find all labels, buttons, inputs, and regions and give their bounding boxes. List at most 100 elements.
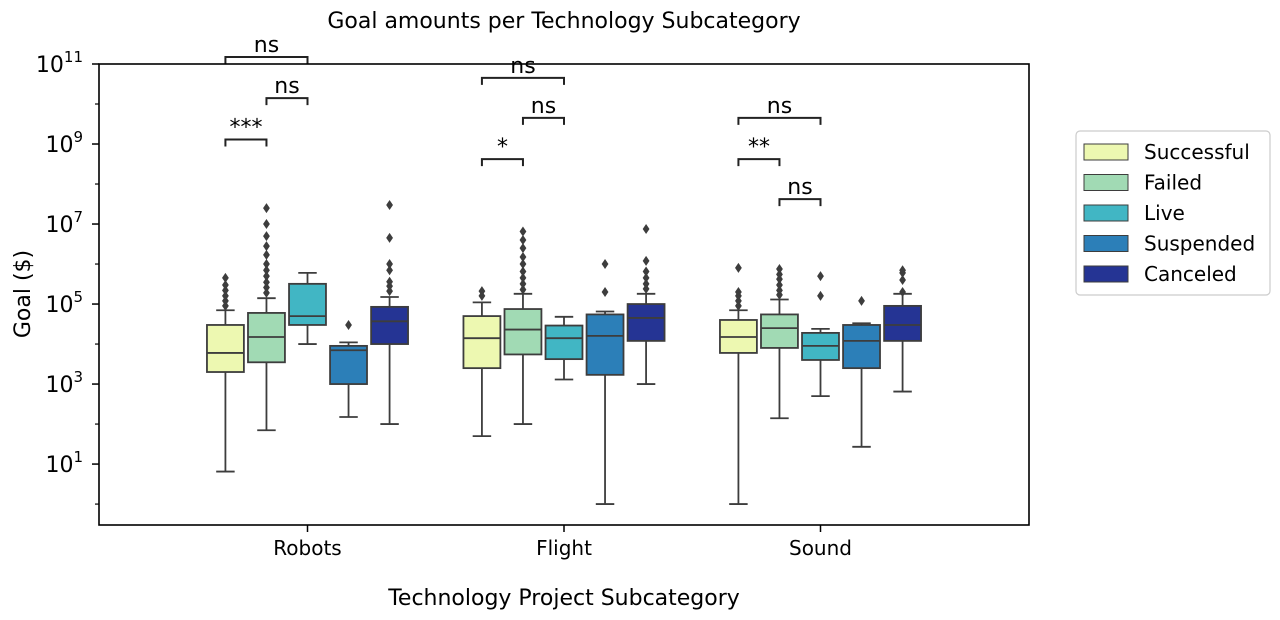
box-live-sound [801, 271, 840, 398]
legend-item-suspended: Suspended [1083, 232, 1255, 256]
legend: Successful Failed Live Suspended Canceled [1075, 130, 1271, 296]
legend-swatch [1083, 265, 1129, 283]
outlier-point [222, 285, 229, 296]
box-successful-robots [206, 272, 245, 473]
iqr-box [329, 344, 368, 385]
outlier-point [899, 265, 906, 276]
significance-bracket [480, 76, 565, 85]
significance-annotation: *** [224, 115, 268, 147]
significance-bracket [265, 97, 309, 106]
iqr-box [462, 315, 502, 370]
significance-label: ns [510, 54, 535, 79]
iqr-box [883, 304, 922, 342]
significance-bracket [778, 198, 822, 207]
outlier-point [222, 279, 229, 290]
outlier-point [858, 295, 865, 306]
legend-item-failed: Failed [1083, 171, 1202, 195]
significance-annotation: ns [480, 54, 565, 85]
significance-label: ns [787, 175, 812, 200]
outlier-point [222, 290, 229, 301]
outlier-point [735, 287, 742, 298]
box-live-flight [544, 315, 584, 381]
legend-item-live: Live [1083, 201, 1185, 225]
outlier-point [263, 259, 270, 270]
box-failed-robots [247, 203, 286, 432]
significance-bracket [224, 138, 268, 147]
y-tick-label: 103 [45, 368, 83, 398]
outlier-point [519, 284, 527, 295]
iqr-box [626, 303, 666, 342]
outlier-point [642, 255, 650, 266]
y-tick-label: 1011 [36, 48, 83, 78]
significance-bracket [737, 116, 822, 125]
outlier-point [263, 231, 270, 242]
outlier-point [263, 271, 270, 282]
outlier-point [776, 279, 783, 290]
iqr-box [206, 324, 245, 373]
legend-label: Live [1144, 201, 1185, 225]
outlier-point [263, 282, 270, 293]
significance-label: ns [531, 94, 556, 119]
iqr-box [760, 313, 799, 349]
significance-bracket [224, 55, 309, 64]
y-tick-label: 107 [45, 208, 83, 238]
legend-label: Successful [1144, 140, 1250, 164]
outlier-point [519, 234, 527, 245]
outlier-point [386, 276, 393, 287]
box-successful-flight [462, 286, 502, 438]
legend-box [1075, 130, 1271, 296]
outlier-point [519, 278, 527, 289]
legend-label: Canceled [1144, 262, 1237, 286]
iqr-box [288, 282, 327, 326]
significance-annotation: ns [778, 175, 822, 207]
y-axis: 101 103 105 107 109 1011 [36, 48, 99, 505]
box-canceled-robots [370, 199, 409, 425]
outlier-point [519, 266, 527, 277]
legend-swatch [1083, 235, 1129, 252]
legend-label: Suspended [1144, 232, 1255, 256]
y-axis-label: Goal ($) [11, 250, 36, 338]
outlier-point [776, 285, 783, 296]
outlier-point [519, 243, 527, 254]
box-suspended-flight [585, 259, 625, 505]
outlier-point [776, 269, 783, 280]
legend-swatch [1083, 174, 1129, 191]
significance-label: ** [748, 135, 770, 160]
outlier-point [263, 203, 270, 214]
significance-label: ns [767, 94, 792, 119]
outlier-point [817, 290, 824, 301]
x-tick-label: Sound [789, 536, 852, 560]
legend-swatch [1083, 204, 1129, 222]
outlier-point [735, 262, 742, 273]
iqr-box [544, 324, 584, 361]
outlier-point [263, 241, 270, 252]
box-canceled-flight [626, 224, 666, 385]
outlier-point [519, 259, 527, 270]
significance-bracket [480, 158, 524, 167]
box-suspended-robots [329, 319, 368, 418]
significance-bracket [737, 158, 781, 167]
outlier-point [263, 249, 270, 260]
chart-title: Goal amounts per Technology Subcategory [327, 9, 800, 34]
iqr-box [842, 324, 881, 370]
x-axis-label: Technology Project Subcategory [387, 586, 740, 611]
outlier-point [519, 272, 527, 283]
outlier-point [386, 199, 393, 210]
box-failed-flight [503, 226, 543, 425]
y-tick-label: 105 [45, 288, 83, 318]
box-live-robots [288, 272, 327, 345]
plot-area: *** ns ns * ns ns ** ns ns [206, 33, 922, 505]
outlier-point [601, 287, 609, 298]
outlier-point [519, 251, 527, 262]
legend-item-successful: Successful [1083, 140, 1250, 164]
outlier-point [601, 259, 609, 270]
outlier-point [776, 264, 783, 275]
box-suspended-sound [842, 295, 881, 448]
x-axis: Robots Flight Sound [273, 525, 852, 560]
iqr-box [503, 308, 543, 356]
outlier-point [222, 272, 229, 283]
x-tick-label: Robots [273, 536, 341, 560]
outlier-point [263, 287, 270, 298]
x-tick-label: Flight [536, 536, 592, 560]
